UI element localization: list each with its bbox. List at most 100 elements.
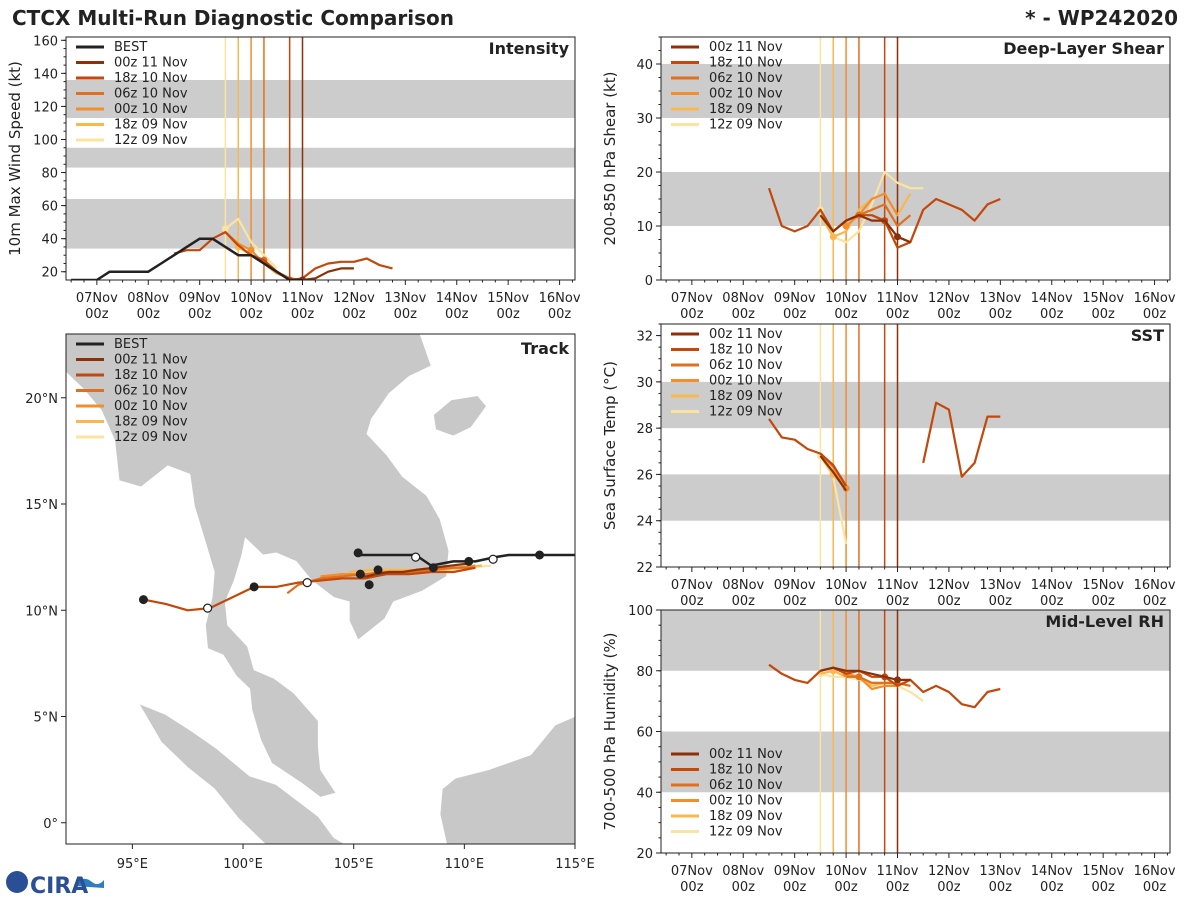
legend-label-00z-10-nov: 00z 10 Nov	[114, 399, 188, 414]
x-tick-label-date: 10Nov	[230, 291, 272, 306]
y-tick-label: 20	[636, 166, 653, 181]
x-tick-label-hour: 00z	[989, 594, 1013, 609]
lon-tick-label: 115°E	[555, 857, 595, 872]
legend-label-00z-10-nov: 00z 10 Nov	[709, 374, 783, 389]
x-tick-label-date: 14Nov	[1031, 291, 1073, 306]
x-tick-label-hour: 00z	[937, 594, 961, 609]
x-tick-label-date: 12Nov	[928, 291, 970, 306]
x-tick-label-date: 07Nov	[671, 864, 713, 879]
plot-area	[661, 324, 1170, 567]
series-line-12z-09-nov	[819, 170, 924, 244]
x-tick-label-hour: 00z	[1040, 880, 1064, 895]
legend-label-00z-10-nov: 00z 10 Nov	[709, 87, 783, 102]
x-tick-label-hour: 00z	[834, 307, 858, 322]
x-tick-label-date: 07Nov	[671, 291, 713, 306]
x-tick-label-date: 12Nov	[333, 291, 375, 306]
x-tick-label-hour: 00z	[989, 307, 1013, 322]
legend-label-18z-09-nov: 18z 09 Nov	[114, 415, 188, 430]
x-tick-label-hour: 00z	[1040, 307, 1064, 322]
init-point-18z-09-nov	[829, 233, 837, 241]
land-borneo	[439, 716, 575, 844]
track-marker-open	[411, 552, 421, 562]
x-tick-label-hour: 00z	[342, 307, 366, 322]
x-tick-label-hour: 00z	[188, 307, 212, 322]
y-tick-label: 60	[636, 726, 653, 741]
storm-id: * - WP242020	[1025, 6, 1178, 30]
legend-label-18z-10-nov: 18z 10 Nov	[709, 56, 783, 71]
x-tick-label-hour: 00z	[783, 307, 807, 322]
legend-label-best: BEST	[114, 337, 147, 352]
logo-wave-icon	[74, 878, 104, 888]
x-tick-label-date: 13Nov	[384, 291, 426, 306]
cira-logo: CIRA	[6, 871, 104, 899]
legend-label-18z-09-nov: 18z 09 Nov	[709, 389, 783, 404]
y-tick-label: 0	[645, 274, 653, 289]
x-tick-label-hour: 00z	[680, 307, 704, 322]
x-tick-label-hour: 00z	[291, 307, 315, 322]
series-line-00z-10-nov	[845, 192, 899, 227]
x-tick-label-date: 13Nov	[979, 578, 1021, 593]
y-tick-label: 32	[636, 330, 653, 345]
lat-tick-label: 15°N	[25, 498, 58, 513]
legend-label-18z-09-nov: 18z 09 Nov	[709, 809, 783, 824]
y-tick-label: 40	[636, 58, 653, 73]
series-line-00z-11-nov	[302, 267, 354, 280]
y-tick-label: 20	[41, 266, 58, 281]
x-tick-label-hour: 00z	[732, 594, 756, 609]
y-tick-label: 10	[636, 220, 653, 235]
lon-tick-label: 105°E	[334, 857, 374, 872]
x-tick-label-hour: 00z	[1143, 594, 1167, 609]
track-marker-filled	[364, 580, 374, 590]
y-axis-label: Sea Surface Temp (°C)	[601, 361, 619, 530]
figure-title: CTCX Multi-Run Diagnostic Comparison	[12, 6, 454, 30]
band	[661, 610, 1170, 671]
x-tick-label-hour: 00z	[548, 307, 572, 322]
x-tick-label-hour: 00z	[1091, 594, 1115, 609]
init-point-00z-11-nov	[894, 233, 902, 241]
x-tick-label-date: 14Nov	[1031, 578, 1073, 593]
init-point-00z-10-nov	[247, 246, 255, 254]
series-line-best	[71, 237, 303, 280]
track-line-best	[359, 552, 575, 567]
x-tick-label-date: 16Nov	[1134, 578, 1176, 593]
legend-label-12z-09-nov: 12z 09 Nov	[709, 405, 783, 420]
legend-label-00z-11-nov: 00z 11 Nov	[709, 40, 783, 55]
y-tick-label: 160	[33, 34, 58, 49]
legend-label-06z-10-nov: 06z 10 Nov	[709, 358, 783, 373]
track-line-00z-11-nov	[360, 562, 469, 578]
legend-label-06z-10-nov: 06z 10 Nov	[114, 87, 188, 102]
x-tick-label-hour: 00z	[989, 880, 1013, 895]
x-tick-label-hour: 00z	[680, 594, 704, 609]
series-line-00z-11-nov	[819, 455, 848, 492]
lon-tick-label: 100°E	[223, 857, 263, 872]
y-tick-label: 30	[636, 376, 653, 391]
lon-tick-label: 95°E	[117, 857, 148, 872]
x-tick-label-hour: 00z	[886, 307, 910, 322]
init-point-00z-11-nov	[894, 676, 902, 684]
lat-tick-label: 20°N	[25, 392, 58, 407]
x-tick-label-date: 13Nov	[979, 291, 1021, 306]
legend-label-06z-10-nov: 06z 10 Nov	[709, 778, 783, 793]
lon-tick-label: 110°E	[445, 857, 485, 872]
track-marker-filled	[428, 563, 438, 573]
x-tick-label-date: 08Nov	[127, 291, 169, 306]
logo-text: CIRA	[30, 874, 88, 899]
y-axis-label: 200-850 hPa Shear (kt)	[601, 72, 619, 246]
x-tick-label-hour: 00z	[886, 594, 910, 609]
y-tick-label: 100	[33, 133, 58, 148]
y-tick-label: 28	[636, 422, 653, 437]
legend-label-00z-11-nov: 00z 11 Nov	[709, 327, 783, 342]
x-tick-label-hour: 00z	[1143, 880, 1167, 895]
legend-label-12z-09-nov: 12z 09 Nov	[709, 825, 783, 840]
y-tick-label: 24	[636, 515, 653, 530]
x-tick-label-hour: 00z	[680, 880, 704, 895]
track-marker-filled	[353, 548, 363, 558]
track-marker-filled	[464, 556, 474, 566]
sst-panel: 22242628303207Nov00z08Nov00z09Nov00z10No…	[601, 323, 1176, 609]
series-line-18z-10-nov	[768, 418, 848, 487]
legend-label-12z-09-nov: 12z 09 Nov	[114, 133, 188, 148]
shear-panel: 01020304007Nov00z08Nov00z09Nov00z10Nov00…	[601, 36, 1176, 322]
legend-label-00z-10-nov: 00z 10 Nov	[709, 794, 783, 809]
